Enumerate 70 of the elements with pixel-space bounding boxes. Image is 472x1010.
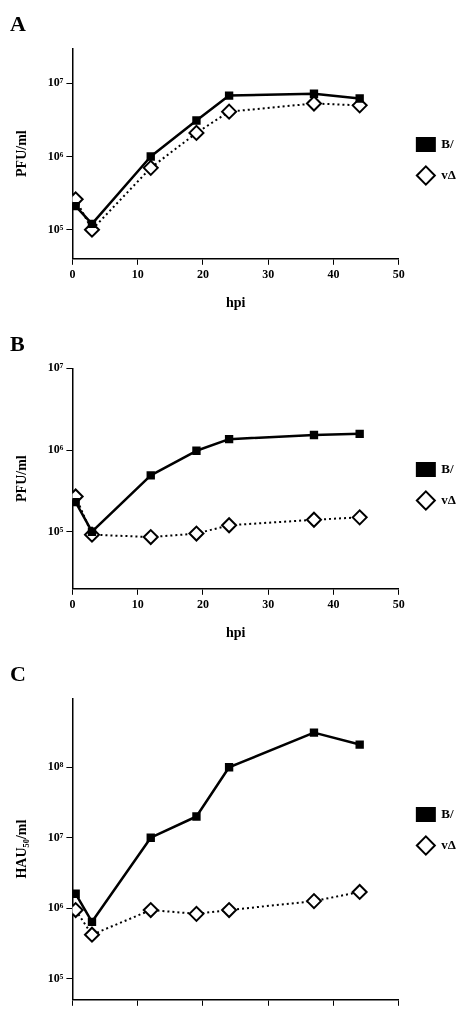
point <box>221 103 238 120</box>
x-tick-label: 20 <box>196 597 209 612</box>
point <box>142 902 159 919</box>
x-tick-label: 50 <box>392 597 405 612</box>
point <box>188 124 205 141</box>
point <box>192 116 201 125</box>
point <box>87 917 97 926</box>
legend-label: vΔ <box>441 166 457 182</box>
y-tick-label: 10⁶ <box>47 900 64 915</box>
x-tick-label: 40 <box>327 597 340 612</box>
legend-label: B/ <box>441 460 455 476</box>
chart-title: B <box>10 330 25 356</box>
point <box>146 152 155 161</box>
point <box>351 509 368 526</box>
y-axis-title: PFU/ml <box>14 130 30 177</box>
x-tick-label: 0 <box>69 267 76 282</box>
x-tick-label: 30 <box>262 267 275 282</box>
point <box>142 529 159 546</box>
legend-label: B/ <box>441 805 455 821</box>
point <box>224 434 234 444</box>
y-tick-label: 10⁷ <box>47 829 64 844</box>
point <box>355 429 364 439</box>
point <box>146 833 155 842</box>
point <box>72 889 80 898</box>
point <box>221 902 238 919</box>
x-tick-label: 0 <box>69 597 76 612</box>
legend-label: vΔ <box>441 836 457 852</box>
point <box>188 905 205 922</box>
point <box>351 883 368 900</box>
point <box>87 219 97 229</box>
point <box>305 511 322 528</box>
point <box>142 159 159 176</box>
x-axis-title: hpi <box>225 295 246 311</box>
y-tick-label: 10⁵ <box>47 523 64 538</box>
chart-title: C <box>10 660 26 686</box>
point <box>188 525 205 542</box>
chart-title: A <box>10 10 26 36</box>
x-tick-label: 10 <box>131 597 144 612</box>
y-tick-label: 10⁶ <box>47 148 64 163</box>
point <box>309 430 319 440</box>
point <box>72 498 80 507</box>
x-tick-label: 50 <box>392 267 405 282</box>
legend-label: B/ <box>441 135 455 151</box>
point <box>192 812 201 821</box>
point <box>309 728 319 737</box>
point <box>355 740 364 749</box>
y-tick-label: 10⁸ <box>47 759 64 774</box>
point <box>224 91 234 100</box>
point <box>224 763 234 772</box>
x-axis-title: hpi <box>225 625 246 641</box>
x-tick-label: 20 <box>196 267 209 282</box>
point <box>305 893 322 910</box>
y-tick-label: 10⁶ <box>47 442 64 457</box>
legend-label: vΔ <box>441 491 457 507</box>
point <box>221 517 238 534</box>
point <box>355 94 364 103</box>
point <box>309 89 319 98</box>
y-axis-title: HAU₅₀/ml <box>14 819 30 879</box>
y-tick-label: 10⁵ <box>47 970 64 985</box>
y-tick-label: 10⁷ <box>47 75 64 90</box>
x-tick-label: 30 <box>262 597 275 612</box>
x-tick-label: 40 <box>327 267 340 282</box>
y-tick-label: 10⁵ <box>47 221 64 236</box>
x-tick-label: 10 <box>131 267 144 282</box>
point <box>72 201 80 211</box>
y-axis-title: PFU/ml <box>14 455 30 502</box>
point <box>83 926 100 943</box>
point <box>192 446 201 455</box>
point <box>146 471 155 480</box>
y-tick-label: 10⁷ <box>47 360 64 375</box>
